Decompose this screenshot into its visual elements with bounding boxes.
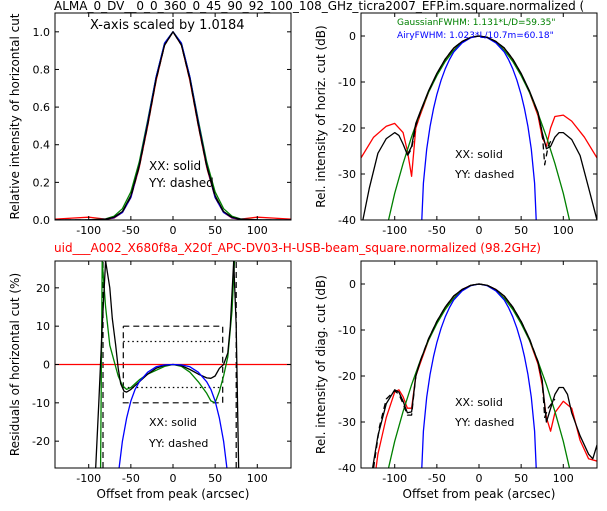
x-tick-label: 0 (170, 224, 177, 237)
annotation: XX: solid (149, 416, 197, 429)
legend-entry: AiryFWHM: 1.023*L/10.7m=60.18" (397, 31, 554, 41)
x-tick-label: 0 (170, 472, 177, 485)
x-tick-label: 50 (514, 224, 528, 237)
x-tick-label: -50 (122, 472, 140, 485)
x-tick-label: 0 (476, 472, 483, 485)
x-tick-label: -50 (428, 224, 446, 237)
top-title: ALMA_0_DV__0_0_360_0_45_90_92_100_108_GH… (54, 0, 584, 13)
y-tick-label: 10 (36, 320, 50, 333)
series-line (95, 261, 240, 468)
y-tick-label: -40 (338, 462, 356, 475)
x-tick-label: -50 (122, 224, 140, 237)
x-tick-label: -100 (76, 472, 101, 485)
series-line (55, 31, 291, 220)
x-tick-label: -100 (382, 224, 407, 237)
x-tick-label: 100 (553, 472, 574, 485)
y-tick-label: -30 (338, 416, 356, 429)
plot-area (361, 261, 597, 468)
y-tick-label: -10 (32, 397, 50, 410)
y-tick-label: 0 (349, 278, 356, 291)
legend-entry: GaussianFWHM: 1.131*L/D=59.35" (397, 18, 555, 28)
series-line (362, 35, 597, 220)
series-group (55, 261, 291, 468)
chart-top-left: -100 -50 0 50 100 0.0 0.2 0.4 0.6 0.8 1.0 Relative … (8, 12, 292, 237)
x-tick-label: 50 (208, 472, 222, 485)
x-tick-label: -50 (428, 472, 446, 485)
annotation: XX: solid (149, 159, 201, 173)
y-tick-label: 0.2 (33, 176, 51, 189)
y-tick-label: 0.6 (33, 101, 51, 114)
x-tick-label: -100 (382, 472, 407, 485)
y-tick-label: -10 (338, 76, 356, 89)
annotation: YY: dashed (454, 168, 514, 181)
x-axis-label: Offset from peak (arcsec) (403, 487, 556, 501)
y-axis-label: Rel. intensity of horiz. cut (dB) (314, 25, 328, 207)
mid-title: uid___A002_X680f8a_X20f_APC-DV03-H-USB-b… (54, 241, 541, 255)
y-tick-label: 1.0 (33, 26, 51, 39)
series-line (372, 283, 556, 468)
series-group (361, 35, 597, 220)
series-group (371, 283, 597, 468)
annotation: XX: solid (455, 396, 503, 409)
x-tick-label: 0 (476, 224, 483, 237)
annotation: X-axis scaled by 1.0184 (90, 18, 245, 33)
y-tick-label: -20 (32, 435, 50, 448)
x-tick-label: -100 (76, 224, 101, 237)
annotation: XX: solid (455, 148, 503, 161)
y-axis-label: Residuals of horizontal cut (%) (8, 273, 22, 456)
x-axis-label: Offset from peak (arcsec) (97, 487, 250, 501)
y-tick-label: -20 (338, 370, 356, 383)
y-tick-label: 20 (36, 282, 50, 295)
x-tick-label: 100 (247, 472, 268, 485)
x-tick-label: 100 (553, 224, 574, 237)
y-tick-label: 0.0 (33, 214, 51, 227)
y-tick-label: -30 (338, 168, 356, 181)
y-tick-label: -40 (338, 214, 356, 227)
y-axis-label: Rel. intensity of diag. cut (dB) (314, 275, 328, 454)
annotation: YY: dashed (454, 416, 514, 429)
plot-area (55, 13, 291, 220)
guide-line (122, 325, 224, 404)
y-tick-label: 0 (43, 359, 50, 372)
x-tick-label: 50 (208, 224, 222, 237)
annotation: YY: dashed (148, 437, 208, 450)
series-line (406, 35, 553, 166)
series-line (118, 363, 228, 468)
series-group (55, 31, 291, 220)
x-tick-label: 50 (514, 472, 528, 485)
series-line (371, 283, 597, 468)
y-tick-label: 0 (349, 30, 356, 43)
y-tick-label: 0.4 (33, 139, 51, 152)
annotation: YY: dashed (148, 176, 214, 190)
y-axis-label: Relative intensity of horizontal cut (8, 13, 22, 219)
y-tick-label: -20 (338, 122, 356, 135)
y-tick-label: 0.8 (33, 63, 51, 76)
x-tick-label: 100 (247, 224, 268, 237)
y-tick-label: -10 (338, 324, 356, 337)
